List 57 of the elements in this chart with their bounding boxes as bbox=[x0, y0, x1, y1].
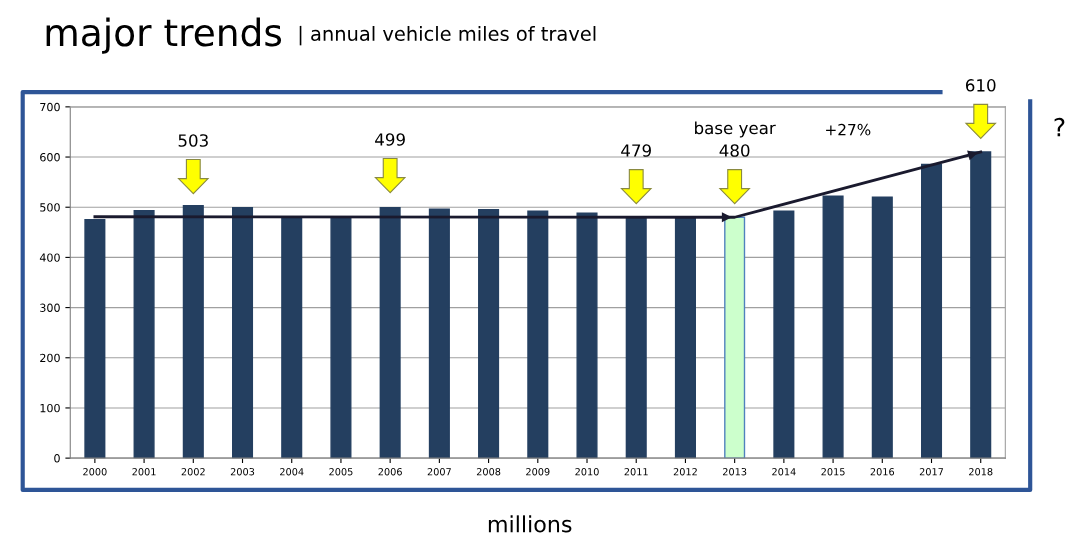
x-tick-label: 2001 bbox=[132, 468, 156, 476]
x-tick-label: 2013 bbox=[722, 468, 747, 476]
bar bbox=[231, 207, 254, 459]
x-axis-title: millions bbox=[488, 515, 572, 533]
x-tick-label: 2005 bbox=[329, 468, 353, 476]
bar bbox=[182, 205, 204, 459]
text: 610 bbox=[965, 79, 996, 92]
bar bbox=[576, 212, 598, 459]
bar bbox=[281, 216, 303, 459]
bar bbox=[822, 195, 844, 459]
chart-title: major trends bbox=[46, 17, 282, 54]
x-tick-label: 2016 bbox=[870, 468, 895, 476]
annotation: 479 bbox=[621, 144, 651, 157]
x-tick-label: 2011 bbox=[624, 468, 648, 476]
y-tick-label: 400 bbox=[39, 253, 60, 262]
x-tick-label: 2018 bbox=[969, 468, 993, 476]
x-tick-label: 2003 bbox=[230, 468, 255, 476]
bar bbox=[773, 210, 795, 459]
y-tick-label: 500 bbox=[40, 203, 60, 212]
bar bbox=[428, 208, 450, 459]
annotation: base year bbox=[695, 121, 776, 138]
annotation: 480 bbox=[719, 144, 750, 157]
annotation: 503 bbox=[178, 134, 208, 147]
y-tick-label: 0 bbox=[54, 454, 60, 463]
annotation: 499 bbox=[375, 133, 405, 146]
x-tick-label: 2008 bbox=[476, 468, 501, 476]
x-tick-label: 2004 bbox=[280, 468, 304, 476]
annotation: +27% bbox=[826, 123, 871, 136]
bar bbox=[330, 216, 352, 459]
bar bbox=[84, 219, 106, 459]
x-tick-label: 2007 bbox=[427, 468, 451, 476]
bar bbox=[478, 209, 500, 459]
bar bbox=[625, 217, 647, 459]
y-tick-label: 200 bbox=[40, 353, 60, 363]
x-tick-label: 2000 bbox=[83, 468, 107, 476]
x-tick-label: 2002 bbox=[181, 468, 205, 476]
y-tick-label: 600 bbox=[40, 153, 60, 162]
bar bbox=[970, 151, 992, 459]
x-tick-label: 2014 bbox=[772, 468, 796, 476]
bar bbox=[724, 216, 746, 459]
x-tick-label: 2017 bbox=[919, 468, 944, 476]
chart-subtitle: | annual vehicle miles of travel bbox=[299, 25, 596, 46]
x-tick-label: 2006 bbox=[378, 468, 402, 476]
text: ? bbox=[1054, 117, 1065, 137]
y-tick-label: 300 bbox=[40, 303, 60, 312]
x-tick-label: 2010 bbox=[575, 468, 599, 476]
y-tick-label: 100 bbox=[40, 403, 60, 413]
bar bbox=[920, 163, 943, 459]
bar bbox=[527, 210, 549, 459]
x-tick-label: 2015 bbox=[821, 468, 845, 476]
y-tick-label: 700 bbox=[40, 102, 60, 112]
x-tick-label: 2009 bbox=[526, 468, 550, 476]
bar bbox=[133, 210, 155, 459]
x-tick-label: 2012 bbox=[673, 468, 697, 476]
bar bbox=[379, 207, 401, 459]
bar bbox=[871, 196, 893, 459]
bar bbox=[674, 216, 696, 459]
